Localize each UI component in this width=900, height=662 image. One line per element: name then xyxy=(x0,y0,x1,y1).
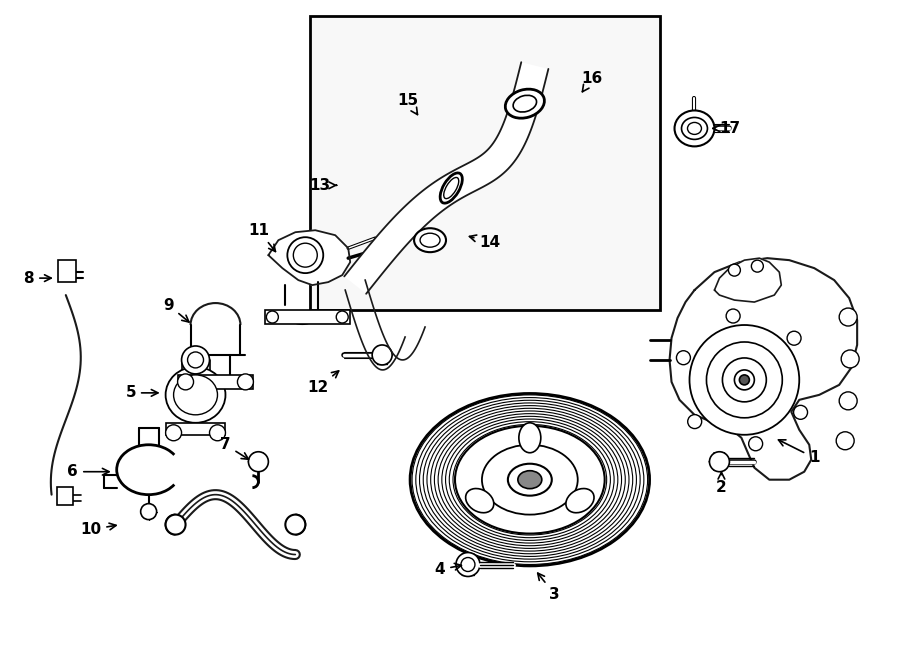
Ellipse shape xyxy=(728,264,741,276)
Text: 9: 9 xyxy=(163,297,189,322)
Ellipse shape xyxy=(461,557,475,571)
Text: 15: 15 xyxy=(398,93,418,115)
Text: 14: 14 xyxy=(470,235,500,250)
Ellipse shape xyxy=(723,358,766,402)
Text: 13: 13 xyxy=(310,178,337,193)
Ellipse shape xyxy=(752,260,763,272)
Text: 11: 11 xyxy=(248,222,275,252)
Ellipse shape xyxy=(505,89,544,118)
Ellipse shape xyxy=(248,451,268,472)
Ellipse shape xyxy=(287,237,323,273)
Bar xyxy=(57,487,73,504)
Text: 1: 1 xyxy=(778,440,820,465)
Text: 7: 7 xyxy=(220,438,248,459)
Ellipse shape xyxy=(166,514,185,535)
Ellipse shape xyxy=(709,451,729,472)
Ellipse shape xyxy=(187,352,203,368)
Text: 3: 3 xyxy=(537,573,560,602)
Text: 10: 10 xyxy=(80,522,116,537)
Ellipse shape xyxy=(681,117,707,140)
Ellipse shape xyxy=(285,514,305,535)
Ellipse shape xyxy=(734,370,754,390)
Text: 5: 5 xyxy=(125,385,158,401)
Ellipse shape xyxy=(293,243,318,267)
Ellipse shape xyxy=(788,331,801,345)
Ellipse shape xyxy=(373,345,392,365)
Bar xyxy=(310,16,660,310)
Ellipse shape xyxy=(140,504,157,520)
Ellipse shape xyxy=(706,342,782,418)
Polygon shape xyxy=(345,62,548,294)
Ellipse shape xyxy=(519,423,541,453)
Ellipse shape xyxy=(749,437,762,451)
Bar xyxy=(266,310,350,324)
Ellipse shape xyxy=(210,425,226,441)
Polygon shape xyxy=(268,230,350,285)
Ellipse shape xyxy=(465,489,494,513)
Ellipse shape xyxy=(482,445,578,514)
Bar xyxy=(166,423,226,435)
Ellipse shape xyxy=(455,426,605,534)
Text: 6: 6 xyxy=(68,464,109,479)
Ellipse shape xyxy=(414,228,446,252)
Ellipse shape xyxy=(677,351,690,365)
Ellipse shape xyxy=(440,173,463,203)
Ellipse shape xyxy=(174,375,218,415)
Ellipse shape xyxy=(836,432,854,449)
Ellipse shape xyxy=(337,311,348,323)
Text: 8: 8 xyxy=(23,271,51,285)
Text: 4: 4 xyxy=(435,562,462,577)
Ellipse shape xyxy=(166,425,182,441)
Ellipse shape xyxy=(794,405,807,419)
Ellipse shape xyxy=(238,374,254,390)
Ellipse shape xyxy=(182,346,210,374)
Ellipse shape xyxy=(166,367,226,423)
Ellipse shape xyxy=(674,111,715,146)
Ellipse shape xyxy=(688,414,702,428)
Text: 2: 2 xyxy=(716,473,727,495)
Ellipse shape xyxy=(518,471,542,489)
Ellipse shape xyxy=(740,375,750,385)
Ellipse shape xyxy=(839,308,857,326)
Ellipse shape xyxy=(689,325,799,435)
Ellipse shape xyxy=(726,309,740,323)
Ellipse shape xyxy=(566,489,594,513)
Ellipse shape xyxy=(456,553,480,577)
Text: 12: 12 xyxy=(308,371,338,395)
Ellipse shape xyxy=(177,374,194,390)
Bar xyxy=(177,375,254,389)
Ellipse shape xyxy=(839,392,857,410)
Polygon shape xyxy=(715,258,781,302)
Ellipse shape xyxy=(410,393,650,566)
Ellipse shape xyxy=(266,311,278,323)
Ellipse shape xyxy=(842,350,859,368)
Ellipse shape xyxy=(688,122,701,134)
Bar xyxy=(58,260,76,282)
Text: 16: 16 xyxy=(581,71,602,92)
Polygon shape xyxy=(670,258,857,480)
Ellipse shape xyxy=(508,463,552,496)
Text: 17: 17 xyxy=(713,121,740,136)
